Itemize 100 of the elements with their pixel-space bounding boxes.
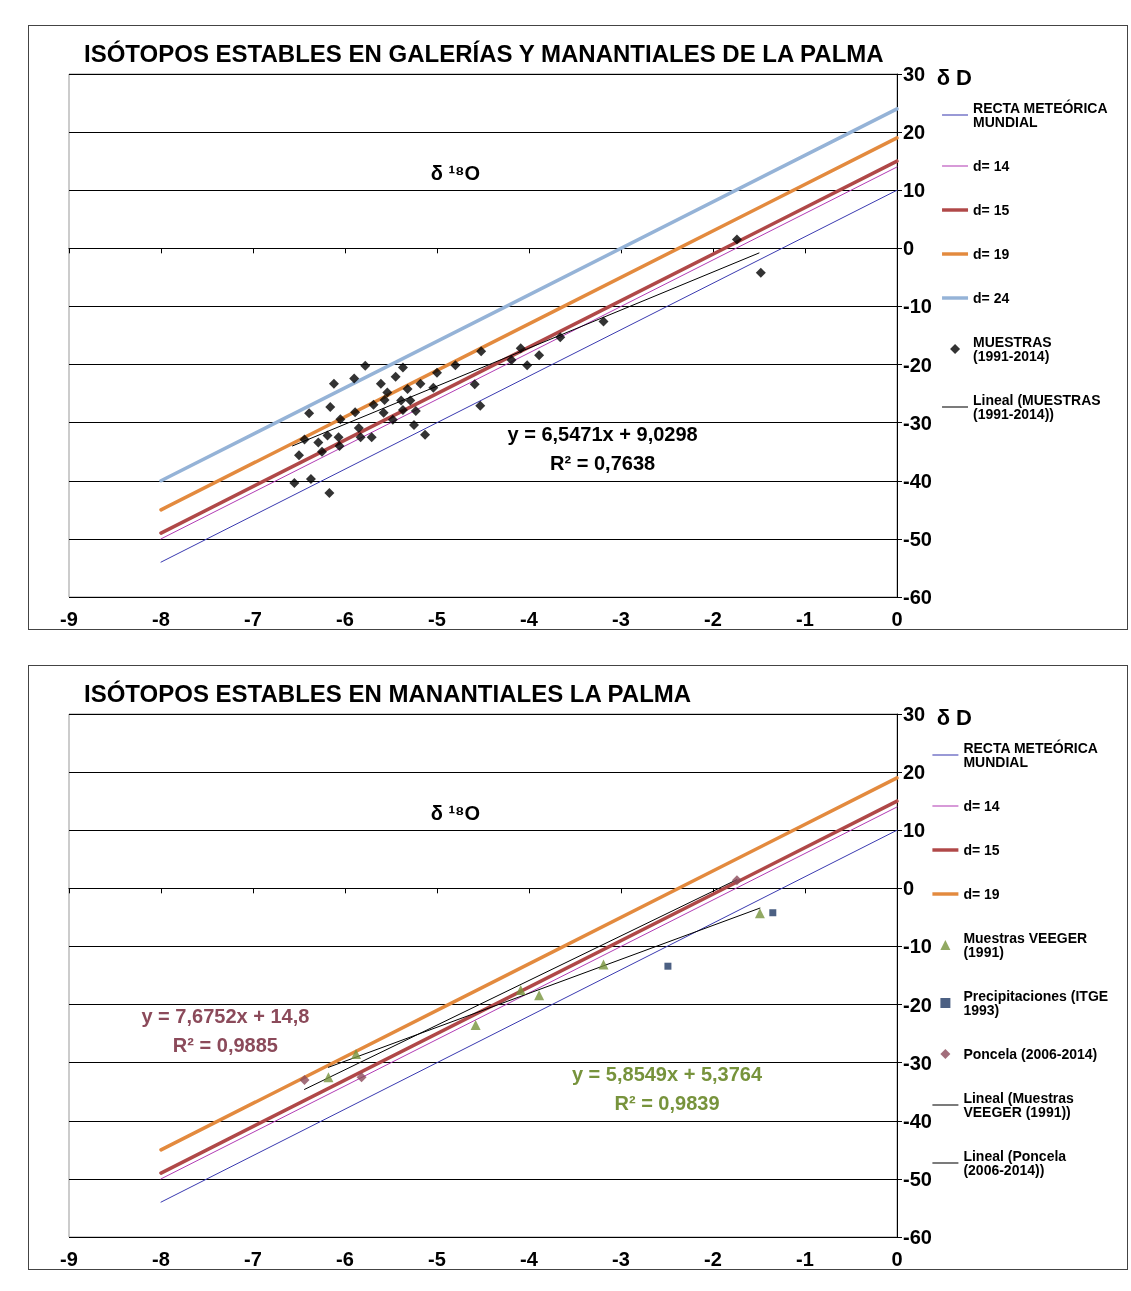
point: [598, 959, 609, 970]
y-tick-label: -10: [903, 935, 932, 958]
point: [475, 400, 486, 411]
legend-label: d= 15: [963, 842, 1000, 858]
x-tick-label: -1: [796, 608, 814, 630]
legend-label: MUESTRAS (1991-2014): [973, 334, 1056, 364]
y-tick-label: -30: [903, 1051, 932, 1074]
x-tick-label: -9: [60, 1248, 78, 1270]
x-tick-label: -3: [612, 608, 630, 630]
point: [334, 440, 345, 451]
x-tick-label: -5: [428, 608, 446, 630]
y-tick-label: 20: [903, 761, 926, 784]
point: [769, 909, 777, 917]
point: [355, 432, 366, 443]
x-tick-label: -1: [796, 1248, 814, 1270]
y-tick-label: 10: [903, 819, 926, 842]
legend-label: d= 15: [973, 202, 1010, 218]
point: [506, 354, 517, 365]
point: [420, 429, 431, 440]
y-tick-label: 0: [903, 237, 915, 260]
y-tick-label: -50: [903, 1167, 932, 1190]
y-tick-label: -30: [903, 411, 932, 434]
legend-label: d= 14: [973, 158, 1010, 174]
y-tick-label: -60: [903, 586, 932, 608]
point: [731, 234, 742, 245]
point: [350, 407, 361, 418]
point: [299, 434, 310, 445]
y-tick-label: 0: [903, 877, 915, 900]
x-tick-label: -2: [704, 1248, 722, 1270]
point: [432, 367, 442, 378]
point: [351, 1048, 362, 1059]
point: [515, 985, 526, 996]
annotation: y = 6,5471x + 9,0298: [507, 423, 698, 446]
annotation: y = 5,8549x + 5,3764: [571, 1063, 763, 1086]
point: [349, 373, 360, 384]
point: [469, 379, 480, 390]
annotation: y = 7,6752x + 14,8: [141, 1005, 310, 1028]
point: [366, 432, 377, 443]
point: [378, 407, 389, 418]
legend-label: d= 19: [963, 886, 1000, 902]
point: [409, 419, 419, 430]
point: [664, 962, 672, 970]
point: [470, 1019, 481, 1030]
x-tick-label: -4: [520, 608, 539, 630]
annotation: R² = 0,9885: [172, 1034, 278, 1057]
point: [390, 371, 401, 382]
y-tick-label: -20: [903, 353, 932, 376]
x-tick-label: -5: [428, 1248, 446, 1270]
legend-label: Lineal (Poncela (2006-2014)): [963, 1148, 1070, 1178]
point: [522, 360, 533, 371]
point: [324, 487, 335, 498]
point: [328, 378, 339, 389]
x-axis-title: δ ¹⁸O: [430, 801, 481, 824]
y-tick-label: 30: [903, 703, 926, 725]
y-tick-label: -20: [903, 993, 932, 1016]
legend-label: d= 19: [973, 246, 1010, 262]
point: [375, 378, 386, 389]
y-tick-label: -60: [903, 1226, 932, 1248]
point: [294, 450, 304, 461]
point: [410, 406, 421, 417]
legend-label: d= 24: [973, 290, 1010, 306]
point: [353, 422, 364, 433]
point: [325, 401, 336, 412]
point: [323, 1072, 334, 1083]
chart-title: ISÓTOPOS ESTABLES EN MANANTIALES LA PALMA: [84, 679, 692, 707]
x-tick-label: -3: [612, 1248, 630, 1270]
point: [754, 908, 765, 919]
legend-label: RECTA METEÓRICA MUNDIAL: [973, 99, 1111, 130]
annotation: R² = 0,9839: [614, 1092, 720, 1115]
x-tick-label: -6: [336, 608, 354, 630]
point: [368, 399, 379, 410]
point: [322, 430, 333, 441]
point: [289, 478, 300, 489]
x-tick-label: -8: [152, 1248, 170, 1270]
point: [382, 387, 393, 398]
legend-label: Muestras VEEGER (1991): [963, 930, 1092, 960]
point: [534, 350, 545, 361]
point: [598, 316, 609, 327]
point: [304, 408, 315, 419]
point: [317, 446, 327, 457]
x-tick-label: -8: [152, 608, 170, 630]
y-tick-label: 30: [903, 63, 926, 85]
point: [333, 432, 344, 443]
point: [360, 360, 371, 371]
x-tick-label: -6: [336, 1248, 354, 1270]
y-axis-title: δ D: [936, 64, 972, 90]
annotation: R² = 0,7638: [550, 452, 656, 475]
point: [428, 382, 439, 393]
legend-label: Lineal (MUESTRAS (1991-2014)): [973, 392, 1105, 422]
legend-label: Poncela (2006-2014): [963, 1046, 1098, 1062]
x-tick-label: -4: [520, 1248, 539, 1270]
y-tick-label: -40: [903, 1109, 932, 1132]
x-tick-label: -7: [244, 608, 262, 630]
y-axis-title: δ D: [936, 704, 972, 730]
point: [397, 362, 408, 373]
point: [313, 437, 324, 448]
point: [534, 990, 545, 1001]
x-tick-label: -9: [60, 608, 78, 630]
point: [731, 875, 742, 886]
x-tick-label: -7: [244, 1248, 262, 1270]
